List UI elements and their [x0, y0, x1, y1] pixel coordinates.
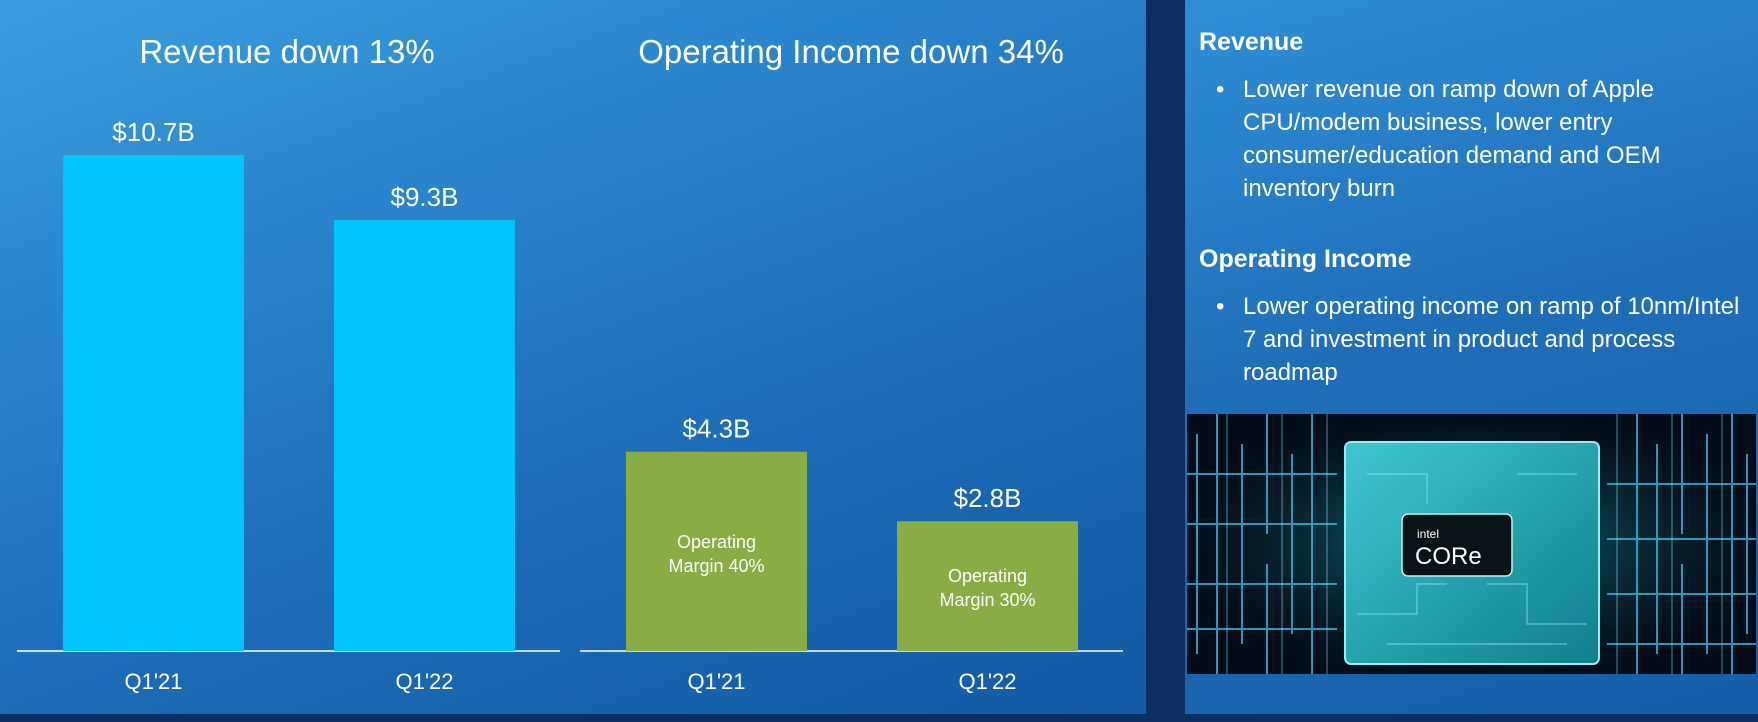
- revenue-bullet-item: • Lower revenue on ramp down of Apple CP…: [1199, 73, 1747, 205]
- income-bullet-item: • Lower operating income on ramp of 10nm…: [1199, 290, 1747, 389]
- operating-margin-label: Operating: [677, 532, 756, 552]
- revenue-value-label: $10.7B: [112, 117, 194, 147]
- revenue-bar: [334, 219, 515, 651]
- income-bar: [897, 521, 1078, 651]
- revenue-bullet-text: Lower revenue on ramp down of Apple CPU/…: [1243, 76, 1661, 202]
- chart-marks: $10.7B Q1'21 $9.3B Q1'22 $4.3B Q1'21 Operating…: [63, 117, 1078, 694]
- bullet-icon: •: [1216, 76, 1225, 103]
- operating-margin-label: Margin 30%: [939, 590, 1035, 610]
- income-value-label: $2.8B: [954, 483, 1022, 513]
- revenue-chart-title: Revenue down 13%: [139, 33, 434, 70]
- income-value-label: $4.3B: [683, 414, 751, 444]
- intel-core-chip-image: intel CORe: [1187, 414, 1756, 674]
- income-tick-label: Q1'21: [687, 669, 745, 694]
- operating-margin-label: Operating: [948, 566, 1027, 586]
- income-tick-label: Q1'22: [958, 669, 1016, 694]
- income-heading: Operating Income: [1199, 245, 1412, 273]
- bar-charts: Revenue down 13% Operating Income down 3…: [17, 33, 1123, 694]
- revenue-value-label: $9.3B: [391, 182, 459, 212]
- revenue-bullets: • Lower revenue on ramp down of Apple CP…: [1199, 73, 1747, 205]
- revenue-heading: Revenue: [1199, 28, 1304, 56]
- income-bullets: • Lower operating income on ramp of 10nm…: [1199, 290, 1747, 389]
- revenue-tick-label: Q1'21: [124, 669, 182, 694]
- bullet-icon: •: [1216, 293, 1225, 320]
- income-bullet-text: Lower operating income on ramp of 10nm/I…: [1243, 293, 1740, 386]
- chip-brand-large: CORe: [1415, 543, 1482, 570]
- operating-margin-label: Margin 40%: [668, 556, 764, 576]
- income-chart-title: Operating Income down 34%: [638, 33, 1064, 70]
- income-bar: [626, 451, 807, 651]
- chip-brand-small: intel: [1417, 527, 1439, 541]
- revenue-bar: [63, 155, 244, 651]
- revenue-tick-label: Q1'22: [395, 669, 453, 694]
